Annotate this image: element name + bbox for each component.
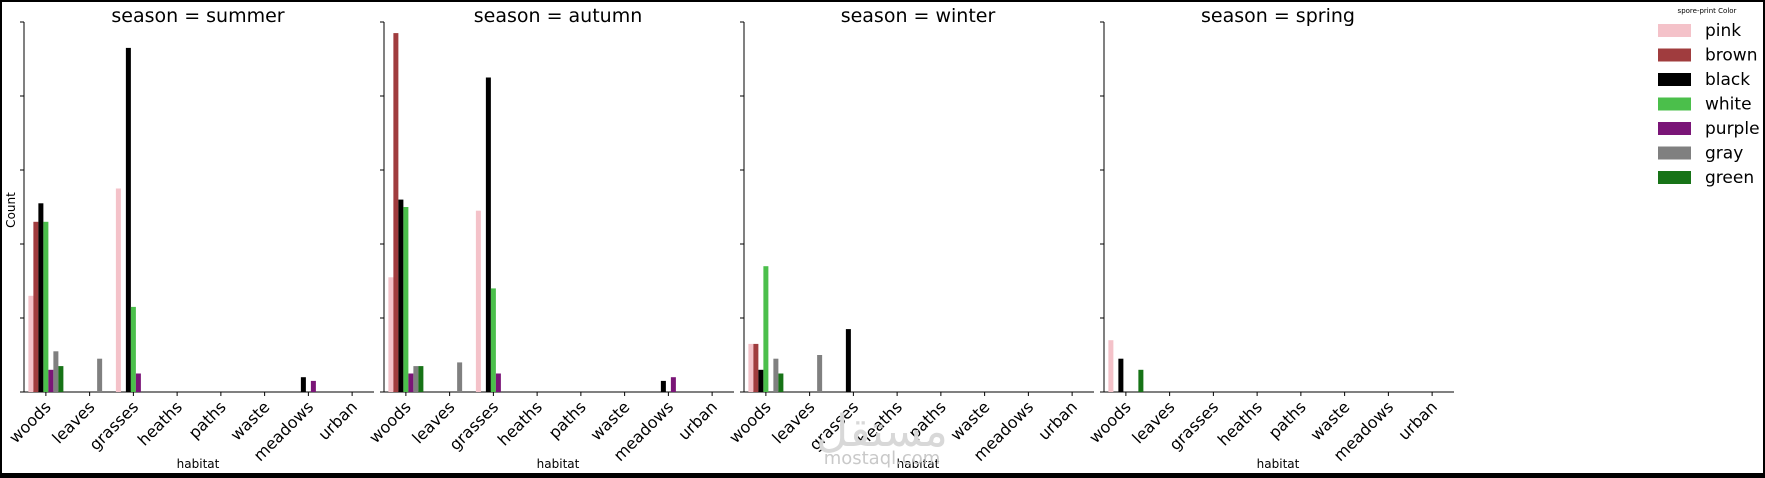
bar (495, 373, 501, 392)
x-tick-label: urban (314, 397, 361, 444)
bar (48, 369, 54, 392)
x-tick-label: paths (185, 397, 230, 442)
x-tick-label: paths (1265, 397, 1310, 442)
bar (660, 380, 666, 392)
bar (778, 373, 784, 392)
bar (753, 343, 759, 392)
bar (135, 373, 141, 392)
x-tick-label: grasses (445, 397, 502, 454)
bar (130, 306, 136, 392)
watermark-text: mostaql.com (824, 448, 941, 469)
x-axis-label: habitat (537, 457, 580, 471)
panel-season-summer (20, 21, 374, 396)
legend-title: spore-print Color (1678, 7, 1737, 15)
panel-title: season = spring (1201, 5, 1355, 27)
bar (1118, 358, 1124, 392)
bar (115, 188, 121, 392)
y-axis-label: Count (4, 192, 18, 228)
panel-season-spring (1100, 21, 1454, 396)
x-tick-label: heaths (134, 397, 186, 449)
legend-swatch-pink (1658, 24, 1691, 37)
legend-swatch-white (1658, 97, 1691, 111)
bar (38, 203, 44, 392)
x-axis-label: habitat (897, 457, 940, 471)
legend-label-pink: pink (1705, 21, 1741, 41)
x-tick-label: heaths (1214, 397, 1266, 449)
legend-label-purple: purple (1705, 119, 1760, 139)
bar (817, 355, 823, 392)
x-tick-label: urban (1394, 397, 1441, 444)
panel-title: season = winter (841, 5, 996, 27)
panel-season-winter (740, 21, 1094, 396)
x-tick-label: woods (1085, 397, 1135, 447)
bar (310, 380, 316, 392)
legend-swatch-green (1658, 171, 1691, 184)
bar (763, 266, 769, 392)
bar (403, 207, 409, 392)
x-tick-label: woods (365, 397, 415, 447)
legend-swatch-gray (1658, 146, 1691, 160)
bar (388, 277, 394, 392)
bar (845, 329, 851, 392)
bar (485, 77, 491, 392)
x-tick-label: urban (674, 397, 721, 444)
panel-title: season = autumn (474, 5, 643, 27)
legend-swatch-brown (1658, 48, 1691, 62)
bar (97, 358, 103, 392)
panel-title: season = summer (111, 5, 284, 27)
bar (773, 358, 779, 392)
x-axis-label: habitat (177, 457, 220, 471)
bar (490, 288, 496, 392)
bar (53, 351, 59, 392)
legend-swatch-black (1658, 73, 1691, 86)
bar (418, 366, 424, 392)
bar (58, 366, 64, 392)
bar (748, 343, 754, 392)
legend-label-white: white (1705, 95, 1752, 115)
bar (670, 377, 676, 392)
legend-swatch-purple (1658, 122, 1691, 135)
bar (125, 47, 131, 393)
watermark-logo: مستقل (816, 406, 948, 457)
x-tick-label: paths (545, 397, 590, 442)
x-tick-label: grasses (1165, 397, 1222, 454)
panel-season-autumn (380, 21, 734, 396)
x-tick-label: grasses (85, 397, 142, 454)
bar (408, 373, 414, 392)
bar (475, 210, 481, 392)
bar (393, 33, 399, 392)
bar (300, 377, 306, 392)
legend-label-gray: gray (1705, 144, 1743, 164)
legend-label-green: green (1705, 168, 1754, 188)
x-tick-label: woods (5, 397, 55, 447)
x-axis-label: habitat (1257, 457, 1300, 471)
x-tick-label: heaths (494, 397, 546, 449)
legend-label-brown: brown (1705, 46, 1758, 66)
bar (43, 221, 49, 392)
bar (1108, 340, 1114, 392)
legend-label-black: black (1705, 70, 1750, 90)
bar (33, 221, 39, 392)
bar (1138, 369, 1144, 392)
bar (398, 199, 404, 392)
bar (413, 366, 419, 392)
bar (758, 369, 764, 392)
x-tick-label: woods (725, 397, 775, 447)
x-tick-label: urban (1034, 397, 1081, 444)
bar (457, 362, 463, 392)
bar (28, 295, 34, 392)
